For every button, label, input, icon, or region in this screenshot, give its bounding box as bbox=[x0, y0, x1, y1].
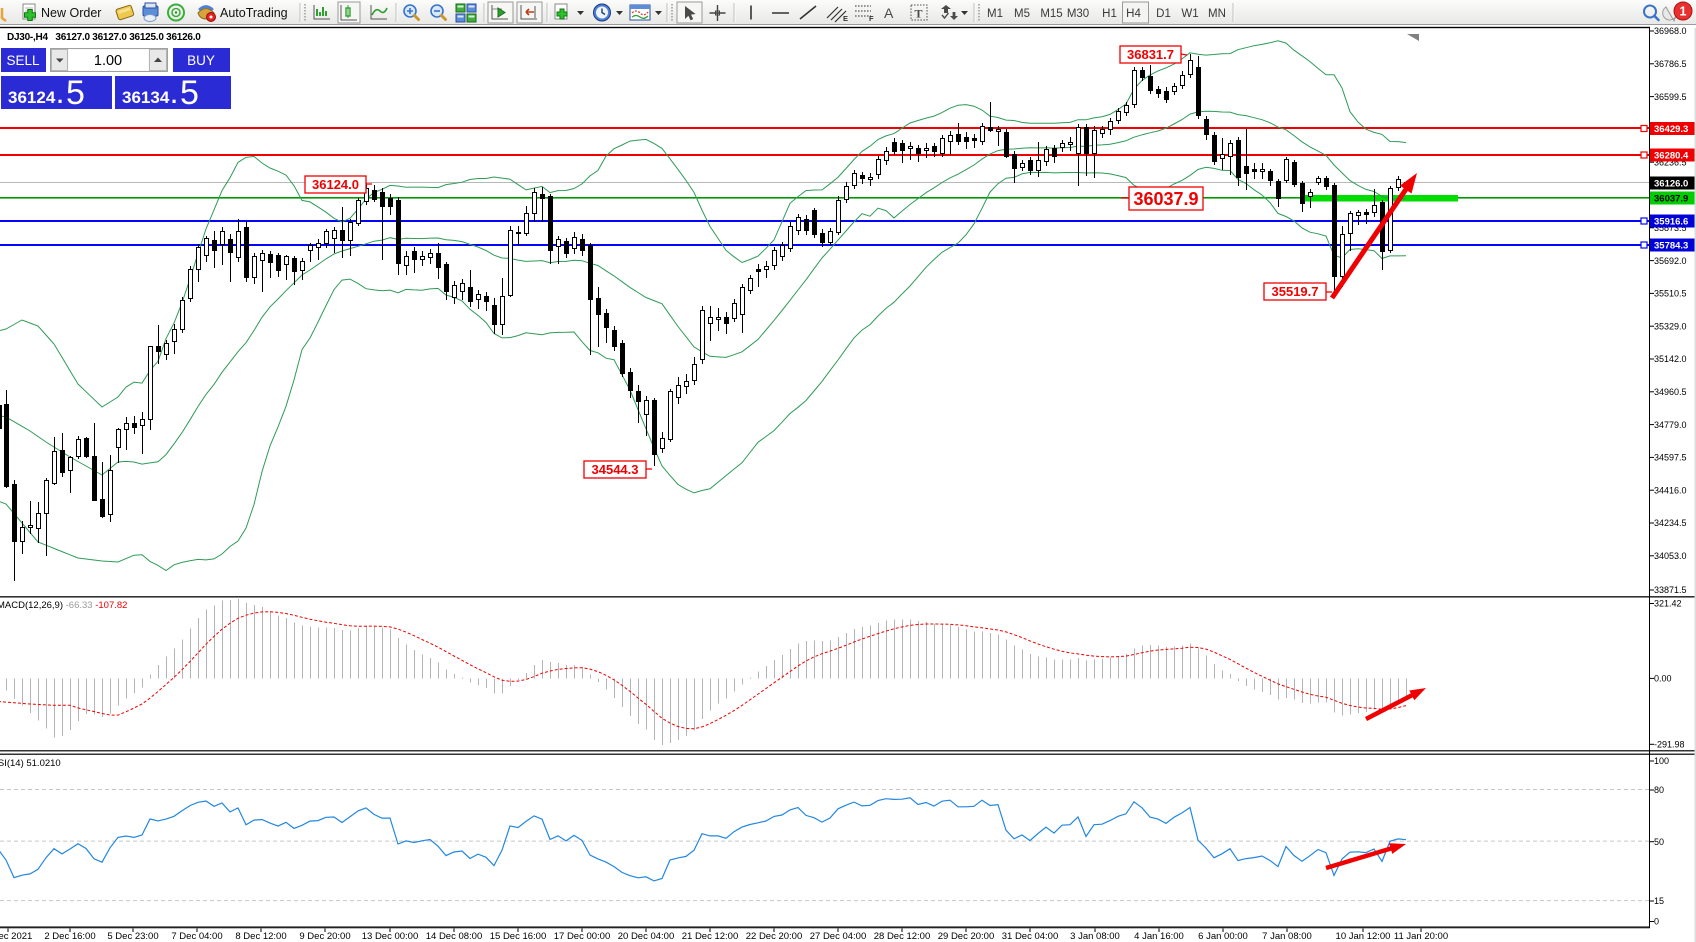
svg-text:36037.9: 36037.9 bbox=[1654, 193, 1688, 204]
svg-text:34779.0: 34779.0 bbox=[1654, 420, 1687, 430]
svg-text:5: 5 bbox=[180, 74, 199, 112]
svg-text:E: E bbox=[843, 14, 848, 23]
svg-text:DJ30-,H4 36127.0 36127.0 361: DJ30-,H4 36127.0 36127.0 36125.0 36126.0 bbox=[7, 32, 201, 43]
svg-text:T: T bbox=[915, 7, 923, 21]
svg-text:0.00: 0.00 bbox=[1654, 674, 1672, 684]
svg-text:5: 5 bbox=[66, 74, 85, 112]
svg-text:36134: 36134 bbox=[122, 88, 170, 107]
svg-text:10 Jan 12:00: 10 Jan 12:00 bbox=[1336, 931, 1391, 942]
svg-text:100: 100 bbox=[1654, 756, 1669, 766]
svg-text:.: . bbox=[57, 83, 63, 108]
svg-text:36429.3: 36429.3 bbox=[1654, 124, 1688, 135]
svg-text:36786.5: 36786.5 bbox=[1654, 59, 1687, 69]
svg-text:36236.5: 36236.5 bbox=[1654, 157, 1687, 167]
svg-text:36831.7: 36831.7 bbox=[1127, 47, 1174, 62]
svg-text:34544.3: 34544.3 bbox=[592, 462, 639, 477]
svg-text:31 Dec 04:00: 31 Dec 04:00 bbox=[1002, 931, 1059, 942]
svg-text:8 Dec 12:00: 8 Dec 12:00 bbox=[235, 931, 286, 942]
svg-text:36126.0: 36126.0 bbox=[1654, 178, 1688, 189]
svg-text:35519.7: 35519.7 bbox=[1272, 284, 1319, 299]
svg-text:15 Dec 16:00: 15 Dec 16:00 bbox=[490, 931, 547, 942]
svg-text:H4: H4 bbox=[1126, 8, 1141, 20]
svg-text:3 Jan 08:00: 3 Jan 08:00 bbox=[1070, 931, 1120, 942]
svg-text:RSI(14) 51.0210: RSI(14) 51.0210 bbox=[0, 758, 61, 769]
svg-text:35784.3: 35784.3 bbox=[1654, 240, 1688, 251]
svg-text:34234.5: 34234.5 bbox=[1654, 518, 1687, 528]
svg-text:W1: W1 bbox=[1181, 8, 1198, 20]
svg-text:35510.5: 35510.5 bbox=[1654, 289, 1687, 299]
svg-text:50: 50 bbox=[1654, 837, 1664, 847]
svg-text:1 Dec 2021: 1 Dec 2021 bbox=[0, 931, 32, 942]
svg-text:M15: M15 bbox=[1040, 8, 1062, 20]
svg-text:36280.4: 36280.4 bbox=[1654, 150, 1689, 161]
svg-text:9 Dec 20:00: 9 Dec 20:00 bbox=[299, 931, 350, 942]
svg-text:11 Jan 20:00: 11 Jan 20:00 bbox=[1394, 931, 1448, 942]
svg-text:34053.0: 34053.0 bbox=[1654, 551, 1687, 561]
svg-text:20 Dec 04:00: 20 Dec 04:00 bbox=[618, 931, 675, 942]
svg-text:21 Dec 12:00: 21 Dec 12:00 bbox=[682, 931, 739, 942]
svg-text:35329.0: 35329.0 bbox=[1654, 321, 1687, 331]
svg-text:36124.0: 36124.0 bbox=[312, 177, 359, 192]
svg-text:13 Dec 00:00: 13 Dec 00:00 bbox=[362, 931, 419, 942]
svg-text:36124: 36124 bbox=[8, 88, 56, 107]
svg-text:1.00: 1.00 bbox=[94, 53, 122, 69]
svg-text:36968.0: 36968.0 bbox=[1654, 26, 1687, 36]
svg-text:36037.9: 36037.9 bbox=[1133, 189, 1198, 209]
svg-text:29 Dec 20:00: 29 Dec 20:00 bbox=[938, 931, 995, 942]
svg-text:36599.5: 36599.5 bbox=[1654, 92, 1687, 102]
svg-text:7 Dec 04:00: 7 Dec 04:00 bbox=[171, 931, 222, 942]
svg-text:SELL: SELL bbox=[6, 53, 40, 68]
svg-text:M1: M1 bbox=[987, 8, 1003, 20]
svg-text:-291.98: -291.98 bbox=[1654, 740, 1685, 750]
svg-text:4 Jan 16:00: 4 Jan 16:00 bbox=[1134, 931, 1184, 942]
svg-text:35916.6: 35916.6 bbox=[1654, 216, 1688, 227]
svg-text:1: 1 bbox=[1680, 5, 1687, 19]
svg-text:28 Dec 12:00: 28 Dec 12:00 bbox=[874, 931, 931, 942]
svg-text:MACD(12,26,9) -66.33 -107.82: MACD(12,26,9) -66.33 -107.82 bbox=[0, 600, 127, 611]
svg-text:.: . bbox=[171, 83, 177, 108]
svg-text:A: A bbox=[884, 5, 894, 21]
svg-text:15: 15 bbox=[1654, 896, 1664, 906]
svg-text:6 Jan 00:00: 6 Jan 00:00 bbox=[1198, 931, 1248, 942]
svg-text:MN: MN bbox=[1208, 8, 1226, 20]
svg-text:0: 0 bbox=[1654, 917, 1659, 927]
svg-text:AutoTrading: AutoTrading bbox=[220, 6, 288, 20]
svg-text:New Order: New Order bbox=[41, 6, 101, 20]
svg-text:34416.0: 34416.0 bbox=[1654, 485, 1687, 495]
svg-text:BUY: BUY bbox=[187, 53, 215, 68]
svg-text:33871.5: 33871.5 bbox=[1654, 585, 1687, 595]
svg-text:M5: M5 bbox=[1014, 8, 1030, 20]
svg-text:7 Jan 08:00: 7 Jan 08:00 bbox=[1262, 931, 1312, 942]
svg-text:14 Dec 08:00: 14 Dec 08:00 bbox=[426, 931, 483, 942]
svg-text:M30: M30 bbox=[1067, 8, 1089, 20]
svg-text:H1: H1 bbox=[1102, 8, 1117, 20]
svg-text:34960.5: 34960.5 bbox=[1654, 387, 1687, 397]
svg-text:35873.5: 35873.5 bbox=[1654, 223, 1687, 233]
svg-text:17 Dec 00:00: 17 Dec 00:00 bbox=[554, 931, 611, 942]
svg-text:5 Dec 23:00: 5 Dec 23:00 bbox=[107, 931, 158, 942]
svg-text:F: F bbox=[869, 14, 874, 23]
svg-text:321.42: 321.42 bbox=[1654, 599, 1682, 609]
svg-text:80: 80 bbox=[1654, 785, 1664, 795]
svg-text:27 Dec 04:00: 27 Dec 04:00 bbox=[810, 931, 867, 942]
svg-text:34597.5: 34597.5 bbox=[1654, 453, 1687, 463]
svg-text:D1: D1 bbox=[1156, 8, 1171, 20]
svg-text:2 Dec 16:00: 2 Dec 16:00 bbox=[44, 931, 95, 942]
svg-text:35142.0: 35142.0 bbox=[1654, 354, 1687, 364]
svg-text:22 Dec 20:00: 22 Dec 20:00 bbox=[746, 931, 803, 942]
svg-text:35692.0: 35692.0 bbox=[1654, 256, 1687, 266]
